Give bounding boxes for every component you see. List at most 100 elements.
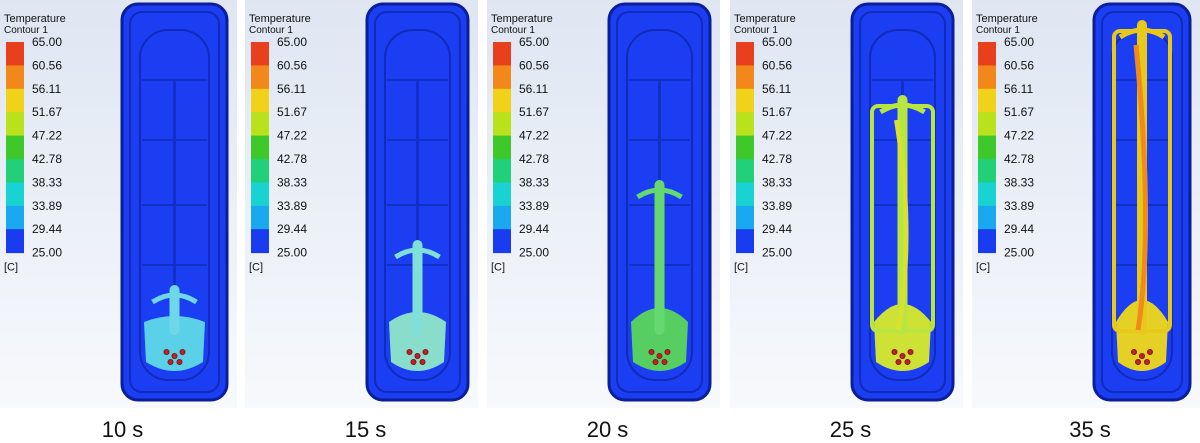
hot-core (1133, 44, 1149, 331)
color-band (251, 159, 269, 183)
legend-level: 25.00 (1004, 246, 1034, 260)
color-band (736, 229, 754, 254)
legend-title: Temperature (249, 13, 311, 25)
color-band (978, 42, 996, 66)
heater (1143, 358, 1150, 365)
color-band (736, 182, 754, 207)
legend-subtitle: Contour 1 (4, 25, 48, 36)
legend-subtitle: Contour 1 (976, 25, 1020, 36)
heater (1138, 352, 1145, 359)
legend-unit: [C] (4, 262, 18, 274)
color-band (736, 159, 754, 183)
legend-level: 60.56 (32, 58, 62, 72)
color-band (493, 159, 511, 183)
legend-title: Temperature (734, 13, 796, 25)
legend-level: 56.11 (277, 82, 306, 96)
color-band (251, 182, 269, 207)
heater (1146, 348, 1153, 355)
color-band (978, 182, 996, 207)
heater (171, 352, 178, 359)
color-band (736, 112, 754, 137)
color-band (493, 205, 511, 230)
legend-level: 29.44 (519, 222, 549, 236)
legend-level: 60.56 (1004, 58, 1034, 72)
heater (899, 352, 906, 359)
color-band (978, 112, 996, 137)
legend-level: 56.11 (1004, 82, 1033, 96)
color-band (6, 135, 24, 160)
tank-cavity (384, 29, 451, 381)
time-label: 25 s (830, 417, 872, 442)
color-band (251, 88, 269, 113)
legend-unit: [C] (249, 262, 263, 274)
color-band (493, 112, 511, 137)
heater (410, 358, 417, 365)
legend-level: 25.00 (762, 246, 792, 260)
legend-level: 51.67 (519, 105, 549, 119)
plume-branch (394, 247, 441, 260)
color-band (6, 112, 24, 137)
legend-level: 51.67 (1004, 105, 1034, 119)
heater (406, 348, 413, 355)
tank-cavity (626, 29, 693, 381)
legend-level: 47.22 (762, 129, 792, 143)
legend-level: 33.89 (32, 199, 62, 213)
legend-level: 42.78 (277, 152, 307, 166)
time-label: 15 s (345, 417, 387, 442)
color-band (6, 65, 24, 90)
heater (1134, 358, 1141, 365)
tank-inner (129, 11, 220, 393)
heater (176, 358, 183, 365)
color-band (736, 65, 754, 90)
color-band (493, 135, 511, 160)
legend-level: 33.89 (519, 199, 549, 213)
hot-frame (1112, 29, 1172, 333)
tank-inner (859, 11, 946, 393)
hot-pool (1116, 300, 1168, 371)
legend-level: 29.44 (762, 222, 792, 236)
color-band (736, 135, 754, 160)
color-band (493, 65, 511, 90)
hot-pool (631, 308, 688, 371)
legend-unit: [C] (734, 262, 748, 274)
legend-level: 56.11 (32, 82, 61, 96)
heater (904, 358, 911, 365)
hot-pool (144, 316, 205, 371)
color-band (493, 42, 511, 66)
color-band (978, 159, 996, 183)
plume-branch (151, 292, 198, 305)
tank-inner (616, 11, 703, 393)
heater (414, 352, 421, 359)
legend-level: 38.33 (519, 175, 549, 189)
hot-pool (389, 312, 446, 371)
legend-level: 29.44 (1004, 222, 1034, 236)
color-band (978, 205, 996, 230)
legend-unit: [C] (976, 262, 990, 274)
hot-core (894, 119, 909, 331)
color-band (736, 205, 754, 230)
legend-level: 29.44 (32, 222, 62, 236)
color-band (493, 229, 511, 254)
tank-cavity (139, 29, 210, 381)
color-band (251, 135, 269, 160)
heater (652, 358, 659, 365)
legend-level: 65.00 (1004, 35, 1034, 49)
legend-level: 65.00 (277, 35, 307, 49)
time-label: 20 s (587, 417, 629, 442)
legend-level: 38.33 (1004, 175, 1034, 189)
plume-branch (636, 187, 683, 200)
legend-subtitle: Contour 1 (734, 25, 778, 36)
legend-level: 60.56 (762, 58, 792, 72)
legend-subtitle: Contour 1 (249, 25, 293, 36)
hot-frame (870, 104, 935, 333)
heater (422, 348, 429, 355)
color-band (736, 88, 754, 113)
heater (661, 358, 668, 365)
color-band (251, 42, 269, 66)
legend-level: 33.89 (277, 199, 307, 213)
legend-level: 56.11 (762, 82, 791, 96)
